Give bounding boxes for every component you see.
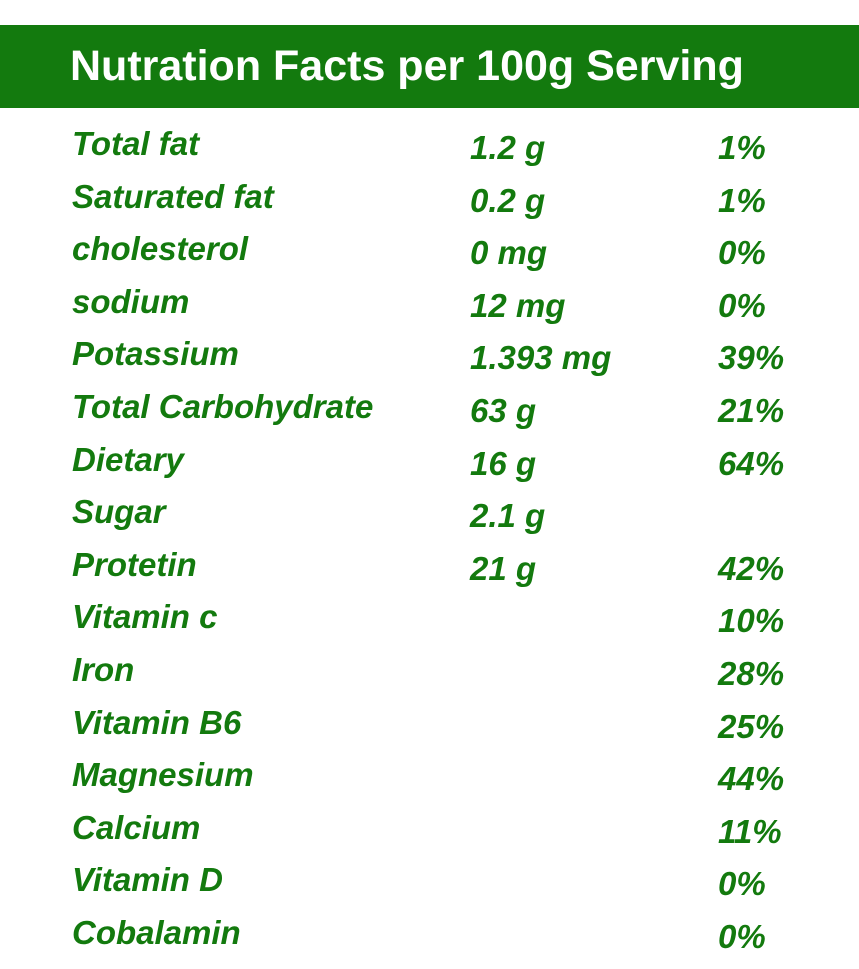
table-row: Saturated fat 0.2 g 1% — [0, 171, 859, 224]
nutrient-name: Saturated fat — [72, 177, 274, 215]
nutrient-daily-value: 0% — [718, 865, 766, 903]
nutrient-amount: 12 mg — [470, 286, 566, 324]
nutrient-amount: 0.2 g — [470, 181, 546, 219]
nutrient-amount: 1.393 mg — [470, 339, 612, 377]
nutrient-amount: 16 g — [470, 444, 537, 482]
nutrient-name: Vitamin B6 — [72, 703, 242, 741]
nutrient-daily-value: 11% — [718, 812, 782, 850]
nutrient-amount: 63 g — [470, 391, 537, 429]
table-row: Protetin 21 g 42% — [0, 539, 859, 592]
nutrient-daily-value: 21% — [718, 391, 785, 429]
nutrient-daily-value: 28% — [718, 654, 785, 692]
table-row: cholesterol 0 mg 0% — [0, 223, 859, 276]
nutrient-daily-value: 25% — [718, 707, 785, 745]
table-row: Total fat 1.2 g 1% — [0, 118, 859, 171]
nutrient-daily-value: 0% — [718, 234, 766, 272]
header-band: Nutration Facts per 100g Serving — [0, 25, 859, 108]
nutrient-name: Calcium — [72, 808, 201, 846]
nutrient-name: Protetin — [72, 545, 197, 583]
nutrient-daily-value: 64% — [718, 444, 785, 482]
nutrient-daily-value: 39% — [718, 339, 785, 377]
nutrient-name: Cobalamin — [72, 913, 241, 951]
nutrition-table: Total fat 1.2 g 1% Saturated fat 0.2 g 1… — [0, 118, 859, 960]
nutrient-name: Dietary — [72, 440, 184, 478]
nutrient-name: sodium — [72, 282, 190, 320]
table-row: Sugar 2.1 g — [0, 486, 859, 539]
nutrient-name: Vitamin c — [72, 598, 218, 636]
nutrient-daily-value: 0% — [718, 286, 766, 324]
nutrient-name: Iron — [72, 650, 135, 688]
nutrient-name: Magnesium — [72, 756, 254, 794]
nutrient-name: Total fat — [72, 125, 200, 162]
nutrient-name: Sugar — [72, 493, 166, 531]
table-row: Vitamin D 0% — [0, 854, 859, 907]
nutrient-amount: 2.1 g — [470, 497, 546, 535]
nutrient-amount: 21 g — [470, 549, 537, 587]
table-row: sodium 12 mg 0% — [0, 276, 859, 329]
nutrient-daily-value: 42% — [718, 549, 785, 587]
page-title: Nutration Facts per 100g Serving — [70, 42, 744, 90]
nutrient-daily-value: 1% — [718, 129, 766, 166]
table-row: Dietary 16 g 64% — [0, 434, 859, 487]
table-row: Calcium 11% — [0, 802, 859, 855]
table-row: Iron 28% — [0, 644, 859, 697]
table-row: Potassium 1.393 mg 39% — [0, 328, 859, 381]
table-row: Magnesium 44% — [0, 749, 859, 802]
table-row: Total Carbohydrate 63 g 21% — [0, 381, 859, 434]
nutrient-amount: 0 mg — [470, 234, 548, 272]
table-row: Vitamin c 10% — [0, 591, 859, 644]
nutrient-name: Vitamin D — [72, 861, 223, 899]
nutrient-name: cholesterol — [72, 230, 249, 268]
nutrient-amount: 1.2 g — [470, 129, 546, 166]
nutrient-daily-value: 0% — [718, 917, 766, 955]
nutrient-name: Potassium — [72, 335, 239, 373]
nutrient-daily-value: 44% — [718, 760, 785, 798]
nutrient-name: Total Carbohydrate — [72, 387, 374, 425]
table-row: Vitamin B6 25% — [0, 697, 859, 750]
nutrient-daily-value: 1% — [718, 181, 766, 219]
table-row: Cobalamin 0% — [0, 907, 859, 960]
nutrient-daily-value: 10% — [718, 602, 785, 640]
